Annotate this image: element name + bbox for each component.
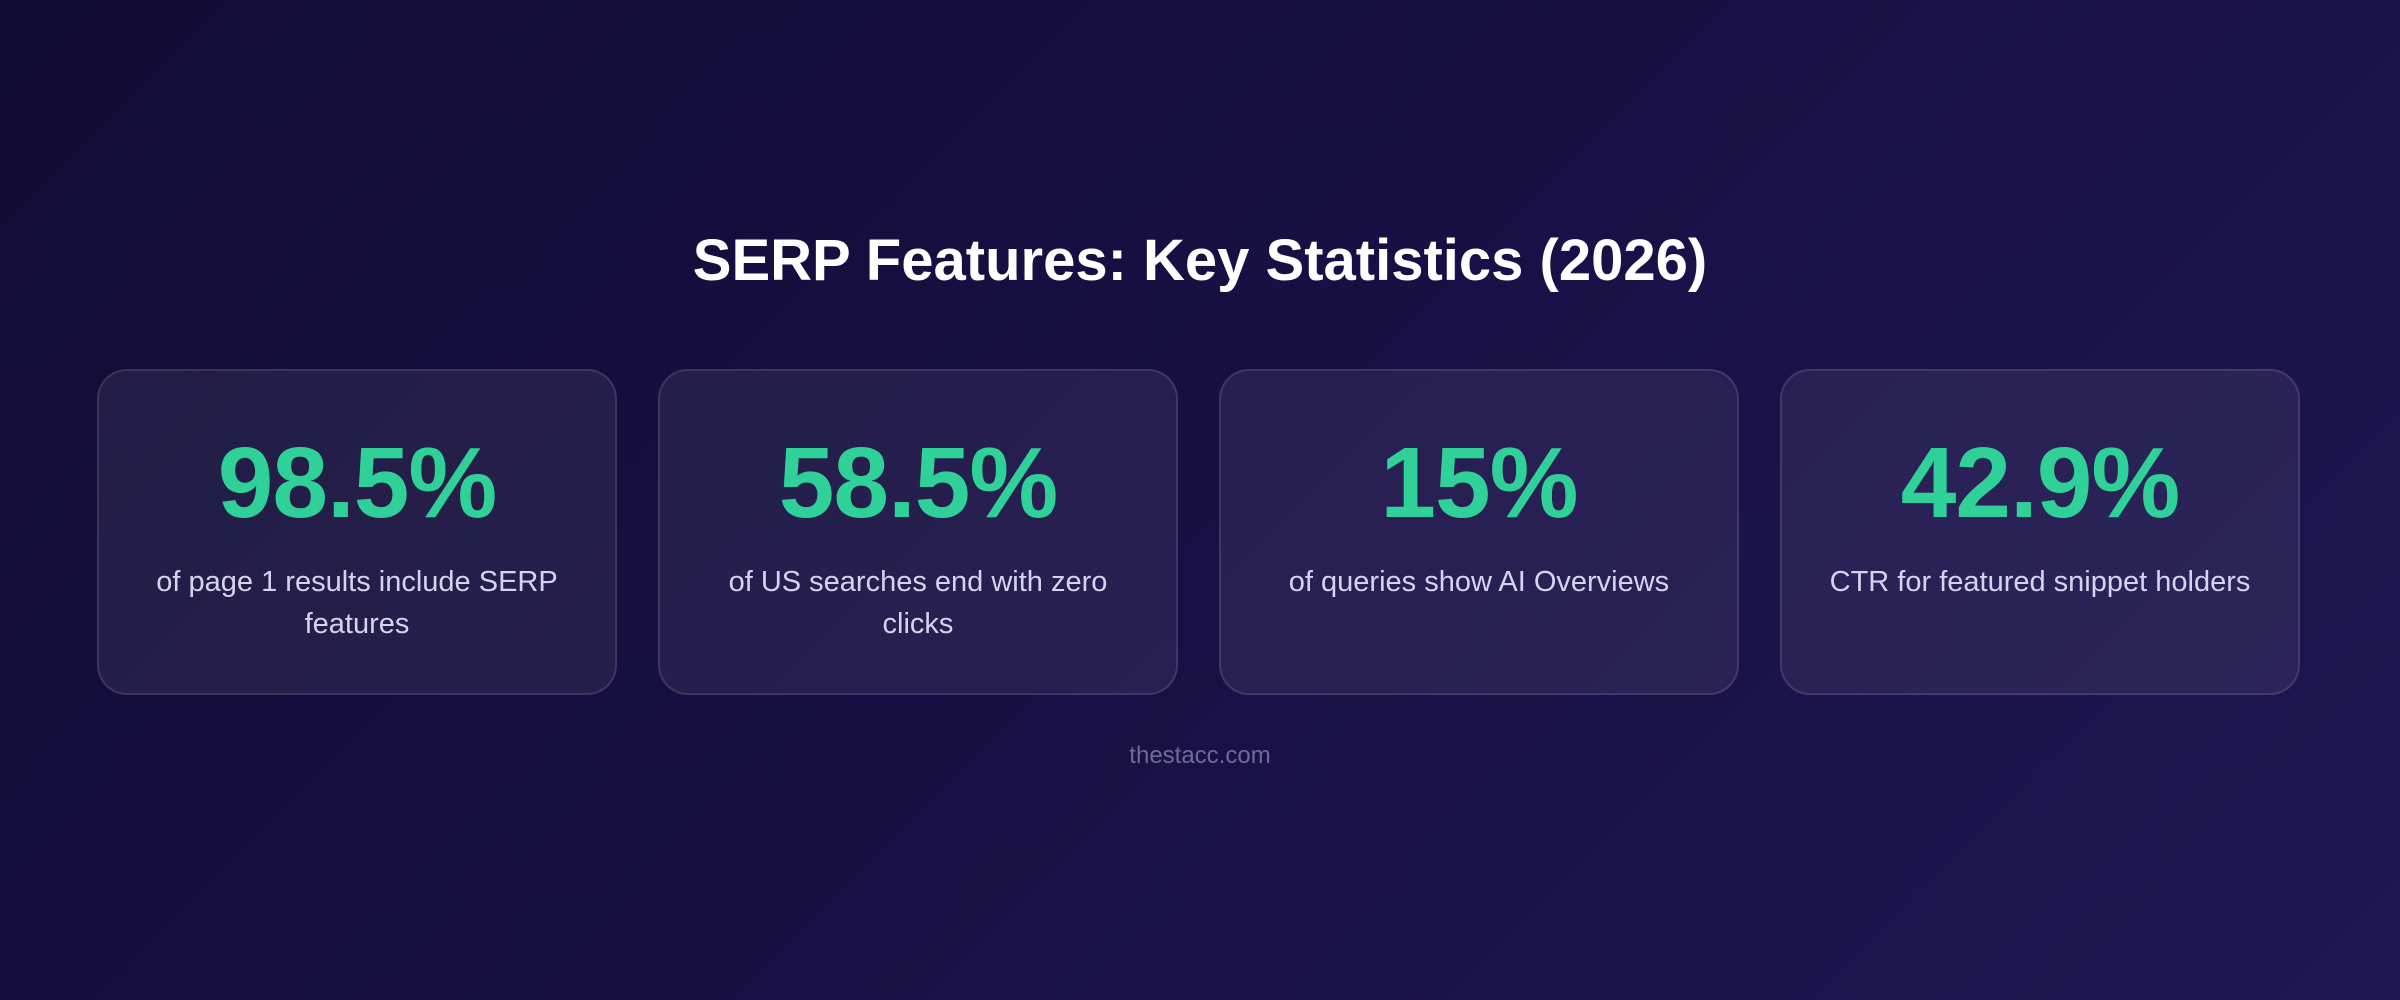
stat-card: 42.9% CTR for featured snippet holders	[1780, 369, 2300, 695]
stat-value: 15%	[1380, 427, 1578, 539]
stat-label: of page 1 results include SERP features	[156, 566, 558, 640]
stat-card: 58.5% of US searches end with zero clicks	[658, 369, 1178, 695]
card-row: 98.5% of page 1 results include SERP feat…	[97, 369, 2303, 695]
stat-label: of queries show AI Overviews	[1288, 566, 1670, 598]
stat-value: 98.5%	[217, 427, 498, 539]
stat-card: 98.5% of page 1 results include SERP feat…	[97, 369, 617, 695]
stat-value: 58.5%	[778, 427, 1059, 539]
stat-label: of US searches end with zero clicks	[728, 566, 1108, 640]
stat-value: 42.9%	[1900, 427, 2181, 539]
stat-label: CTR for featured snippet holders	[1829, 566, 2251, 598]
title: SERP Features: Key Statistics (2026)	[692, 228, 1708, 293]
footer: thestacc.com	[1129, 742, 1271, 769]
stat-card: 15% of queries show AI Overviews	[1219, 369, 1739, 695]
